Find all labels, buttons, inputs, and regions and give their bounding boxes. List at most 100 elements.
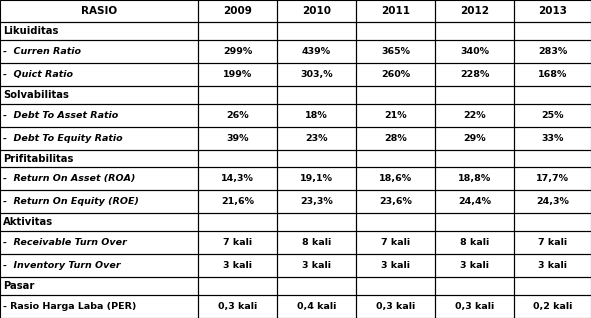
Text: -  Debt To Equity Ratio: - Debt To Equity Ratio: [3, 134, 122, 142]
Bar: [356, 22, 435, 40]
Bar: [198, 231, 277, 254]
Bar: [514, 104, 591, 127]
Bar: [435, 190, 514, 213]
Bar: [198, 40, 277, 63]
Bar: [0, 149, 198, 168]
Bar: [277, 149, 356, 168]
Bar: [514, 40, 591, 63]
Text: -  Quict Ratio: - Quict Ratio: [3, 70, 73, 79]
Bar: [277, 104, 356, 127]
Text: 0,2 kali: 0,2 kali: [533, 302, 572, 311]
Text: 3 kali: 3 kali: [302, 261, 331, 270]
Text: 24,3%: 24,3%: [536, 197, 569, 206]
Bar: [356, 254, 435, 277]
Text: 3 kali: 3 kali: [381, 261, 410, 270]
Bar: [0, 127, 198, 149]
Text: 39%: 39%: [226, 134, 249, 142]
Text: 14,3%: 14,3%: [221, 175, 254, 183]
Bar: [435, 254, 514, 277]
Text: 18,8%: 18,8%: [458, 175, 491, 183]
Text: 439%: 439%: [302, 47, 331, 56]
Text: RASIO: RASIO: [81, 6, 117, 16]
Bar: [435, 40, 514, 63]
Text: Solvabilitas: Solvabilitas: [3, 90, 69, 100]
Bar: [277, 295, 356, 318]
Bar: [435, 127, 514, 149]
Text: 8 kali: 8 kali: [302, 238, 331, 247]
Text: 18%: 18%: [305, 111, 328, 120]
Bar: [435, 86, 514, 104]
Bar: [0, 213, 198, 231]
Bar: [198, 22, 277, 40]
Bar: [356, 277, 435, 295]
Text: 228%: 228%: [460, 70, 489, 79]
Text: 3 kali: 3 kali: [460, 261, 489, 270]
Bar: [514, 231, 591, 254]
Bar: [514, 254, 591, 277]
Bar: [277, 86, 356, 104]
Text: 199%: 199%: [223, 70, 252, 79]
Bar: [198, 0, 277, 22]
Bar: [356, 190, 435, 213]
Bar: [514, 86, 591, 104]
Bar: [0, 231, 198, 254]
Text: Pasar: Pasar: [3, 281, 34, 291]
Bar: [435, 277, 514, 295]
Text: 365%: 365%: [381, 47, 410, 56]
Text: 23,3%: 23,3%: [300, 197, 333, 206]
Text: -  Receivable Turn Over: - Receivable Turn Over: [3, 238, 126, 247]
Text: -  Return On Equity (ROE): - Return On Equity (ROE): [3, 197, 139, 206]
Bar: [277, 190, 356, 213]
Bar: [435, 213, 514, 231]
Text: 3 kali: 3 kali: [538, 261, 567, 270]
Bar: [0, 40, 198, 63]
Text: 25%: 25%: [541, 111, 564, 120]
Bar: [0, 190, 198, 213]
Text: 19,1%: 19,1%: [300, 175, 333, 183]
Bar: [0, 295, 198, 318]
Bar: [435, 104, 514, 127]
Bar: [514, 22, 591, 40]
Bar: [0, 104, 198, 127]
Text: 22%: 22%: [463, 111, 486, 120]
Text: 168%: 168%: [538, 70, 567, 79]
Text: 17,7%: 17,7%: [536, 175, 569, 183]
Text: 2012: 2012: [460, 6, 489, 16]
Text: 23,6%: 23,6%: [379, 197, 412, 206]
Bar: [356, 104, 435, 127]
Bar: [356, 127, 435, 149]
Bar: [435, 63, 514, 86]
Text: 21%: 21%: [384, 111, 407, 120]
Bar: [277, 254, 356, 277]
Bar: [0, 168, 198, 190]
Bar: [514, 213, 591, 231]
Text: -  Curren Ratio: - Curren Ratio: [3, 47, 81, 56]
Bar: [0, 0, 198, 22]
Bar: [198, 63, 277, 86]
Text: 18,6%: 18,6%: [379, 175, 412, 183]
Bar: [356, 295, 435, 318]
Bar: [356, 63, 435, 86]
Bar: [0, 254, 198, 277]
Text: 7 kali: 7 kali: [538, 238, 567, 247]
Text: Aktivitas: Aktivitas: [3, 217, 53, 227]
Bar: [277, 231, 356, 254]
Text: 28%: 28%: [384, 134, 407, 142]
Bar: [277, 277, 356, 295]
Bar: [514, 190, 591, 213]
Text: 23%: 23%: [305, 134, 328, 142]
Bar: [356, 231, 435, 254]
Text: 299%: 299%: [223, 47, 252, 56]
Bar: [435, 0, 514, 22]
Bar: [198, 254, 277, 277]
Bar: [198, 86, 277, 104]
Bar: [356, 0, 435, 22]
Text: 283%: 283%: [538, 47, 567, 56]
Bar: [514, 277, 591, 295]
Bar: [435, 22, 514, 40]
Text: 29%: 29%: [463, 134, 486, 142]
Bar: [514, 63, 591, 86]
Bar: [277, 40, 356, 63]
Bar: [198, 277, 277, 295]
Bar: [277, 22, 356, 40]
